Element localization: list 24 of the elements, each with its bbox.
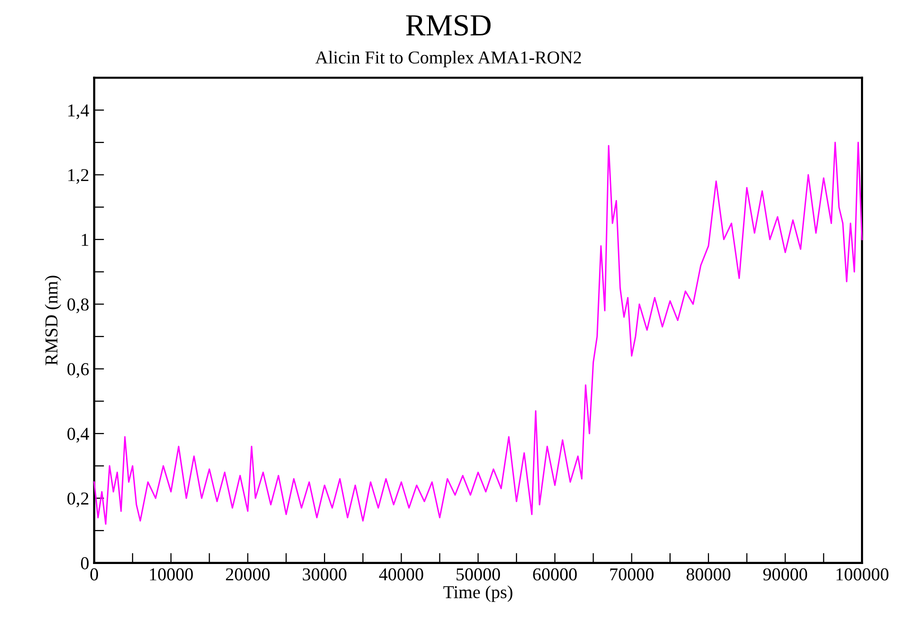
x-tick-label: 70000 bbox=[610, 568, 654, 580]
x-axis-title: Time (ps) bbox=[443, 586, 512, 602]
x-tick-label: 10000 bbox=[150, 568, 193, 580]
x-tick-label: 50000 bbox=[456, 568, 500, 580]
y-tick-label: 0,4 bbox=[67, 428, 90, 443]
x-tick-label: 40000 bbox=[379, 568, 424, 580]
y-tick-label: 1,2 bbox=[68, 169, 88, 184]
x-tick-label: 90000 bbox=[763, 568, 808, 580]
line-series bbox=[93, 142, 863, 525]
x-tick-label: 0 bbox=[90, 568, 98, 580]
y-tick-label: 1 bbox=[82, 234, 88, 246]
x-tick-label: 30000 bbox=[302, 568, 346, 580]
x-tick-label: 20000 bbox=[226, 568, 270, 580]
y-axis-title: RMSD (nm) bbox=[44, 276, 62, 366]
y-tick-label: 0 bbox=[80, 557, 89, 570]
chart-subtitle: Alicin Fit to Complex AMA1-RON2 bbox=[315, 50, 581, 68]
x-tick-label: 100000 bbox=[836, 568, 888, 580]
y-tick-label: 0,6 bbox=[67, 363, 89, 378]
chart-title: RMSD bbox=[406, 15, 491, 36]
x-tick-label: 80000 bbox=[686, 568, 730, 580]
y-tick-label: 0,8 bbox=[67, 298, 89, 314]
x-tick-label: 60000 bbox=[533, 568, 577, 580]
y-tick-label: 1,4 bbox=[68, 104, 90, 120]
y-tick-label: 0,2 bbox=[67, 492, 88, 508]
